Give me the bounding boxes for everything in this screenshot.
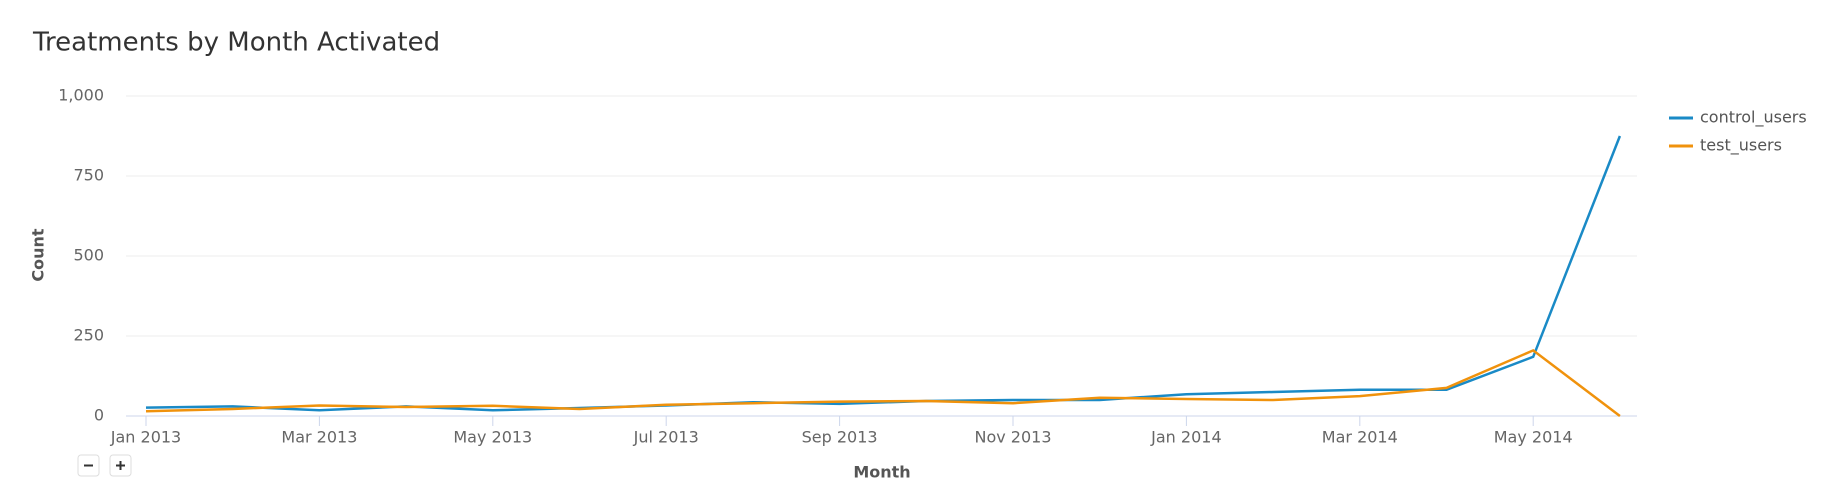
x-tick-label: Jan 2014 (1150, 428, 1221, 447)
series-line (145, 348, 1621, 417)
x-tick-label: May 2013 (453, 428, 532, 447)
y-axis-title: Count (29, 228, 48, 282)
x-tick-label: Mar 2013 (281, 428, 357, 447)
y-tick-label: 250 (73, 326, 104, 345)
legend-label: control_users (1700, 108, 1807, 128)
x-tick-label: Mar 2014 (1322, 428, 1398, 447)
series-line (145, 135, 1622, 412)
x-tick-label: May 2014 (1494, 428, 1573, 447)
x-tick-label: Nov 2013 (974, 428, 1051, 447)
y-tick-label: 750 (73, 166, 104, 185)
chart-title: Treatments by Month Activated (32, 28, 440, 58)
zoom-out-button[interactable] (77, 454, 100, 477)
y-tick-label: 500 (73, 246, 104, 265)
x-tick-label: Jan 2013 (110, 428, 181, 447)
x-tick-label: Jul 2013 (633, 428, 699, 447)
y-tick-label: 0 (94, 406, 104, 425)
x-axis-title: Month (853, 463, 910, 482)
legend-label: test_users (1700, 136, 1782, 156)
x-tick-label: Sep 2013 (802, 428, 878, 447)
y-tick-label: 1,000 (58, 86, 104, 105)
zoom-in-button[interactable] (109, 454, 132, 477)
